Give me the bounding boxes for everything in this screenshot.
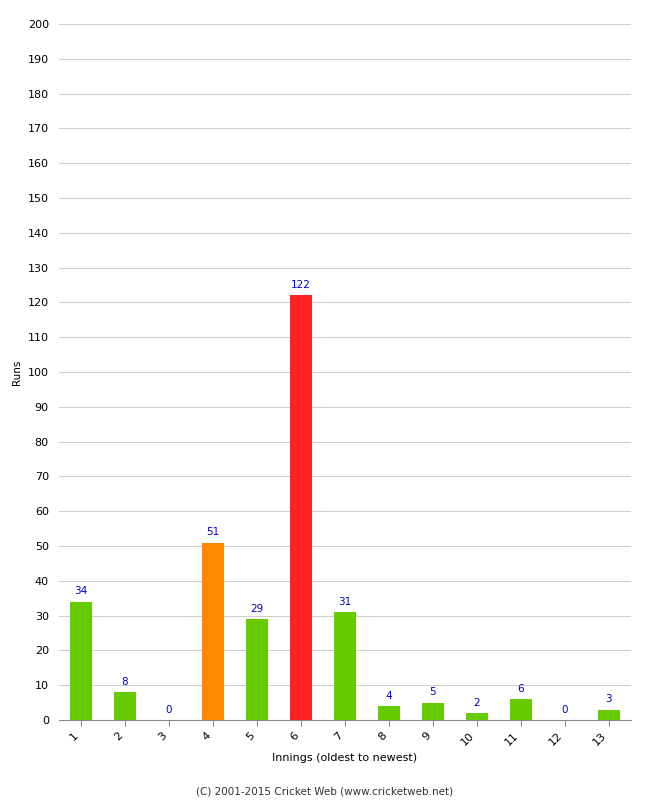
Text: 31: 31: [338, 597, 351, 607]
Bar: [597, 710, 619, 720]
Bar: [465, 713, 488, 720]
Text: 6: 6: [517, 684, 524, 694]
Bar: [289, 295, 311, 720]
Text: 122: 122: [291, 280, 311, 290]
Text: 51: 51: [206, 527, 219, 538]
Text: 5: 5: [429, 687, 436, 698]
Text: 8: 8: [121, 677, 128, 687]
Text: 0: 0: [165, 705, 172, 714]
Text: 29: 29: [250, 604, 263, 614]
Y-axis label: Runs: Runs: [12, 359, 22, 385]
Bar: [378, 706, 400, 720]
Bar: [246, 619, 268, 720]
Bar: [510, 699, 532, 720]
Text: (C) 2001-2015 Cricket Web (www.cricketweb.net): (C) 2001-2015 Cricket Web (www.cricketwe…: [196, 786, 454, 796]
Text: 3: 3: [605, 694, 612, 704]
Text: 4: 4: [385, 691, 392, 701]
Bar: [114, 692, 135, 720]
X-axis label: Innings (oldest to newest): Innings (oldest to newest): [272, 753, 417, 763]
Bar: [70, 602, 92, 720]
Bar: [421, 702, 443, 720]
Bar: [333, 612, 356, 720]
Text: 0: 0: [561, 705, 567, 714]
Bar: [202, 542, 224, 720]
Text: 34: 34: [74, 586, 87, 597]
Text: 2: 2: [473, 698, 480, 708]
